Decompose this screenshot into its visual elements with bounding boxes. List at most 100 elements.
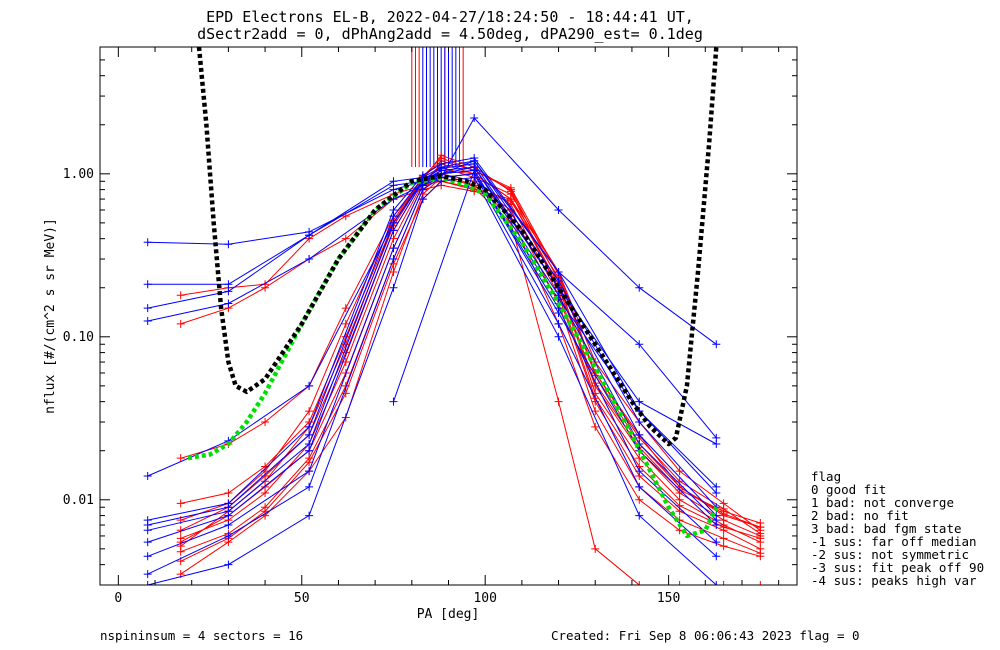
red-series-11-point-4 — [341, 389, 350, 398]
blue-series-22-point-7 — [554, 308, 563, 317]
blue-series-18-point-0 — [143, 238, 152, 247]
green-fit-curve — [187, 175, 719, 539]
legend-title: flag — [811, 469, 841, 484]
blue-series-14-point-1 — [224, 521, 233, 530]
red-series-8-point-11 — [591, 422, 600, 431]
red-series-8 — [180, 176, 761, 575]
chart-title-line2: dSectr2add = 0, dPhAng2add = 4.50deg, dP… — [197, 25, 703, 43]
blue-series-17-point-2 — [305, 439, 314, 448]
red-series-8-point-15 — [756, 552, 765, 561]
blue-series-16-point-1 — [224, 531, 233, 540]
flag-legend: flag 0 good fit 1 bad: not converge 2 ba… — [811, 469, 984, 588]
blue-series-20-point-3 — [389, 181, 398, 190]
blue-series-18 — [147, 117, 717, 345]
blue-outlier-line — [393, 170, 475, 402]
legend-entry-5: -2 sus: not symmetric — [811, 547, 969, 562]
blue-series-12-point-8 — [635, 418, 644, 427]
legend-entry-2: 2 bad: no fit — [811, 508, 909, 523]
red-series-6-point-0 — [176, 291, 185, 300]
blue-series-15-point-1 — [224, 499, 233, 508]
blue-series-20-point-2 — [305, 231, 314, 240]
blue-series-14-point-0 — [143, 552, 152, 561]
blue-series-17 — [147, 163, 717, 531]
blue-series-19-point-0 — [143, 280, 152, 289]
blue-series-23-point-7 — [554, 332, 563, 341]
blue-series-20-point-0 — [143, 304, 152, 313]
red-series-10-point-4 — [341, 319, 350, 328]
red-series-7-point-2 — [261, 283, 270, 292]
y-tick-label-0: 0.01 — [63, 493, 94, 508]
blue-series-23 — [147, 176, 717, 585]
red-series-10-point-3 — [305, 407, 314, 416]
x-tick-label-2: 100 — [473, 591, 496, 606]
blue-series-19-point-1 — [224, 280, 233, 289]
legend-entry-4: -1 sus: far off median — [811, 534, 977, 549]
red-series-6-point-13 — [675, 467, 684, 476]
blue-series-15 — [147, 157, 717, 521]
legend-entry-7: -4 sus: peaks high var — [811, 573, 977, 588]
red-series-11-point-12 — [635, 581, 644, 585]
red-series-5-point-2 — [261, 489, 270, 498]
x-axis-label: PA [deg] — [417, 607, 480, 622]
legend-entry-0: 0 good fit — [811, 482, 886, 497]
legend-entry-1: 1 bad: not converge — [811, 495, 954, 510]
blue-series-13-point-2 — [305, 446, 314, 455]
blue-series-16-point-0 — [143, 570, 152, 579]
blue-series-22-point-3 — [389, 218, 398, 227]
blue-series-21-point-9 — [712, 482, 721, 491]
black-fit-curve — [196, 47, 719, 447]
red-series-4 — [180, 173, 761, 554]
blue-series-17-point-0 — [143, 526, 152, 535]
blue-series-15-point-2 — [305, 422, 314, 431]
red-series-9-point-15 — [756, 534, 765, 543]
plot-area — [143, 47, 765, 585]
red-series-3-point-4 — [341, 304, 350, 313]
blue-series-14-point-3 — [389, 244, 398, 253]
blue-series-20-point-9 — [712, 439, 721, 448]
blue-series-17-point-8 — [635, 430, 644, 439]
red-series-11-point-14 — [719, 581, 728, 585]
blue-series-18-point-8 — [635, 283, 644, 292]
chart-title-line1: EPD Electrons EL-B, 2022-04-27/18:24:50 … — [206, 8, 694, 26]
red-series-11-point-10 — [554, 397, 563, 406]
red-series-11-point-11 — [591, 544, 600, 553]
red-series-9-point-14 — [719, 523, 728, 532]
red-series-10-point-14 — [719, 509, 728, 518]
blue-series-15-point-0 — [143, 516, 152, 525]
blue-series-18-point-6 — [470, 114, 479, 123]
red-series-5 — [180, 163, 761, 539]
red-series-10-point-9 — [506, 183, 515, 192]
red-series-10-point-15 — [756, 523, 765, 532]
x-tick-label-0: 0 — [114, 591, 122, 606]
blue-series-23-point-2 — [305, 511, 314, 520]
blue-series-23-point-8 — [635, 511, 644, 520]
x-tick-label-1: 50 — [294, 591, 310, 606]
y-tick-label-1: 0.10 — [63, 330, 94, 345]
red-series-7-point-0 — [176, 319, 185, 328]
red-series-11 — [180, 180, 761, 585]
blue-series-23-point-1 — [224, 560, 233, 569]
red-series-3-point-2 — [261, 418, 270, 427]
blue-series-22-point-9 — [712, 521, 721, 530]
red-series-7-point-4 — [341, 234, 350, 243]
red-series-7-point-9 — [506, 197, 515, 206]
red-series-11-point-3 — [305, 458, 314, 467]
blue-series-18-point-9 — [712, 340, 721, 349]
blue-series-12-point-2 — [305, 430, 314, 439]
blue-series-16-point-7 — [554, 319, 563, 328]
red-series-4-point-14 — [719, 534, 728, 543]
blue-series-20-point-1 — [224, 287, 233, 296]
blue-series-22-point-0 — [143, 471, 152, 480]
blue-series-18-point-7 — [554, 205, 563, 214]
blue-series-21-point-1 — [224, 299, 233, 308]
red-series-0 — [180, 169, 761, 543]
blue-series-16-point-9 — [712, 552, 721, 561]
blue-series-14-point-8 — [635, 467, 644, 476]
red-series-2-point-0 — [176, 499, 185, 508]
red-series-9 — [180, 154, 761, 547]
blue-series-14-point-9 — [712, 538, 721, 547]
y-tick-label-2: 1.00 — [63, 167, 94, 182]
blue-series-23-point-9 — [712, 581, 721, 585]
blue-series-23-point-4 — [418, 195, 427, 204]
